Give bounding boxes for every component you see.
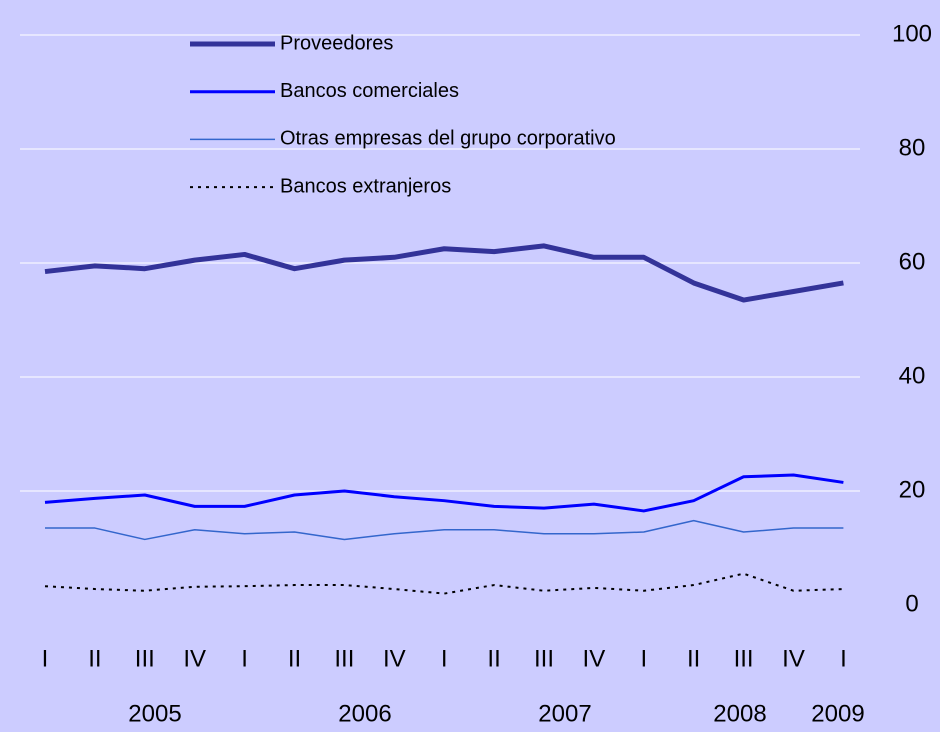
legend-label: Bancos extranjeros [280,175,451,197]
year-label: 2007 [538,700,591,727]
x-tick-label: IV [583,645,606,672]
y-tick-label: 40 [899,362,926,389]
series-line [44,572,844,595]
x-tick-label: III [334,645,354,672]
year-label: 2005 [128,700,181,727]
year-label: 2006 [338,700,391,727]
y-tick-label: 60 [899,248,926,275]
x-tick-label: I [840,645,847,672]
x-tick-label: II [487,645,500,672]
series-line [44,243,844,303]
x-tick-label: I [241,645,248,672]
legend-label: Otras empresas del grupo corporativo [280,128,616,150]
y-tick-label: 0 [905,590,918,617]
legend-label: Bancos comerciales [280,80,459,102]
x-tick-label: IV [183,645,206,672]
x-tick-label: II [687,645,700,672]
year-label: 2009 [811,700,864,727]
series-line [45,519,844,541]
x-tick-label: II [88,645,101,672]
x-tick-label: IV [782,645,805,672]
x-tick-label: III [135,645,155,672]
x-tick-label: III [734,645,754,672]
x-tick-label: III [534,645,554,672]
legend-label: Proveedores [280,32,393,54]
x-tick-label: I [640,645,647,672]
y-tick-label: 80 [899,134,926,161]
x-tick-label: IV [383,645,406,672]
x-tick-label: I [42,645,49,672]
year-label: 2008 [713,700,766,727]
x-tick-label: II [288,645,301,672]
series-line [44,473,844,513]
y-tick-label: 100 [892,20,932,47]
y-tick-label: 20 [899,476,926,503]
x-tick-label: I [441,645,448,672]
